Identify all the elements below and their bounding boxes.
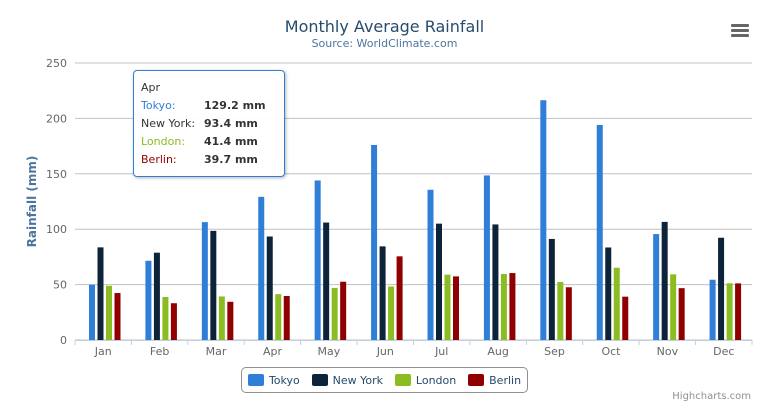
- bar-tokyo: [709, 279, 716, 340]
- x-tick-label: Jan: [94, 345, 112, 358]
- x-tick-label: Oct: [601, 345, 621, 358]
- y-tick-label: 250: [46, 57, 67, 70]
- y-tick-label: 0: [60, 334, 67, 347]
- bar-berlin: [509, 273, 516, 340]
- bar-tokyo: [314, 180, 321, 340]
- x-tick-label: Apr: [263, 345, 283, 358]
- bar-london: [557, 281, 564, 340]
- hamburger-menu-icon[interactable]: [730, 22, 750, 38]
- x-tick-label: Jun: [376, 345, 394, 358]
- legend-item-tokyo[interactable]: Tokyo: [247, 374, 300, 387]
- y-tick-label: 50: [53, 279, 67, 292]
- chart-title: Monthly Average Rainfall: [284, 17, 485, 36]
- tooltip-header: Apr: [141, 81, 161, 94]
- legend-item-berlin[interactable]: Berlin: [468, 374, 521, 387]
- x-tick-label: Dec: [713, 345, 734, 358]
- bar-berlin: [678, 288, 685, 340]
- y-tick-label: 100: [46, 223, 67, 236]
- bar-berlin: [227, 301, 234, 340]
- bar-london: [275, 294, 282, 340]
- y-axis-title: Rainfall (mm): [25, 156, 39, 248]
- bar-berlin: [114, 293, 121, 340]
- x-tick-label: Aug: [487, 345, 508, 358]
- tooltip-row: Tokyo: 129.2 mm: [141, 99, 266, 112]
- bar-tokyo: [145, 260, 152, 340]
- bar-berlin: [340, 281, 347, 340]
- bar-tokyo: [371, 144, 378, 340]
- x-tick-label: Feb: [150, 345, 169, 358]
- tooltip-row: Berlin: 39.7 mm: [141, 153, 258, 166]
- bar-new-york: [210, 230, 217, 340]
- bar-london: [613, 267, 620, 340]
- y-tick-label: 200: [46, 112, 67, 125]
- bar-new-york: [718, 237, 725, 340]
- legend-item-london[interactable]: London: [394, 374, 456, 387]
- bar-new-york: [323, 222, 330, 340]
- bar-berlin: [396, 256, 403, 340]
- bar-london: [444, 274, 451, 340]
- x-tick-label: Nov: [657, 345, 679, 358]
- bar-tokyo: [596, 124, 603, 341]
- bar-london: [106, 285, 112, 340]
- bar-new-york: [492, 224, 499, 340]
- bar-tokyo: [201, 222, 208, 340]
- bar-berlin: [622, 296, 629, 340]
- bar-new-york: [379, 246, 386, 340]
- x-tick-label: Jul: [434, 345, 448, 358]
- bar-berlin: [735, 283, 742, 340]
- bar-new-york: [436, 223, 442, 340]
- bar-london: [500, 273, 507, 340]
- bar-new-york: [97, 247, 104, 340]
- credits-link[interactable]: Highcharts.com: [672, 391, 751, 402]
- bar-new-york: [605, 247, 612, 340]
- bar-london: [162, 297, 169, 340]
- tooltip: Apr Tokyo: 129.2 mm New York: 93.4 mm Lond…: [133, 70, 285, 177]
- bar-tokyo: [258, 196, 265, 340]
- bar-london: [726, 283, 733, 340]
- bar-london: [670, 274, 677, 340]
- bar-london: [218, 296, 225, 340]
- bar-tokyo: [653, 234, 660, 340]
- bar-tokyo: [427, 189, 434, 340]
- bar-london: [388, 286, 395, 340]
- tooltip-row: London: 41.4 mm: [141, 135, 258, 148]
- chart-subtitle: Source: WorldClimate.com: [311, 37, 458, 50]
- bar-new-york: [661, 221, 668, 340]
- bar-new-york: [266, 236, 273, 340]
- bar-new-york: [153, 252, 160, 340]
- bar-new-york: [548, 238, 555, 340]
- y-tick-label: 150: [46, 168, 67, 181]
- bar-berlin: [565, 287, 572, 340]
- legend-item-new-york[interactable]: New York: [311, 374, 383, 387]
- x-tick-label: Mar: [206, 345, 227, 358]
- bar-tokyo: [540, 100, 547, 341]
- bar-berlin: [453, 276, 459, 340]
- legend: Tokyo New York London Berlin: [241, 367, 528, 393]
- bar-berlin: [170, 303, 177, 340]
- bar-london: [331, 287, 338, 340]
- bar-tokyo: [483, 175, 490, 340]
- x-tick-label: Sep: [544, 345, 565, 358]
- x-tick-label: May: [318, 345, 341, 358]
- tooltip-row: New York: 93.4 mm: [141, 117, 258, 130]
- bar-tokyo: [89, 284, 95, 340]
- bar-berlin: [283, 296, 290, 340]
